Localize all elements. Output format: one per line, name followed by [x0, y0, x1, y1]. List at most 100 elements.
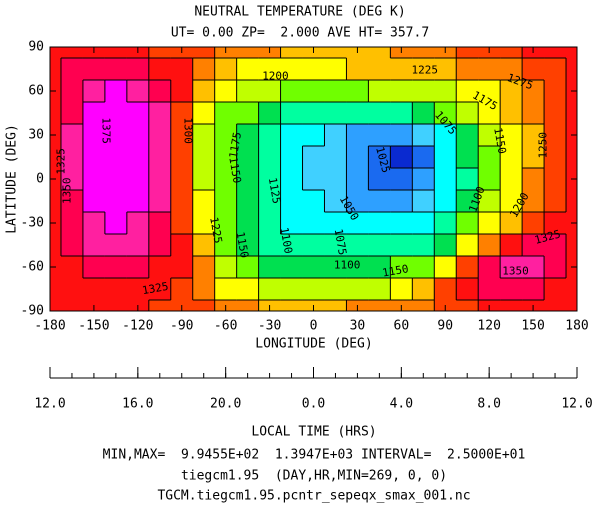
x-tick-label: -60	[214, 319, 237, 334]
cell	[324, 80, 347, 103]
cell	[544, 278, 567, 301]
cell	[148, 212, 172, 235]
x-tick-label: 120	[477, 319, 500, 334]
x-tick-label: 60	[394, 319, 410, 334]
cell	[478, 278, 501, 301]
cell	[258, 234, 282, 257]
cell	[390, 212, 413, 235]
cell	[368, 47, 391, 59]
cell	[50, 102, 62, 125]
cell	[104, 58, 128, 81]
cell	[126, 234, 150, 257]
cell	[544, 80, 567, 103]
cell	[236, 190, 260, 213]
cell	[280, 102, 304, 125]
cell	[148, 300, 172, 312]
cell	[478, 168, 501, 191]
cell	[258, 168, 282, 191]
cell	[346, 80, 369, 103]
cell	[82, 124, 106, 147]
cell	[302, 256, 325, 279]
cell	[170, 190, 194, 213]
cell	[170, 168, 194, 191]
cell	[544, 124, 567, 147]
x-tick-label: 30	[350, 319, 366, 334]
cell	[324, 278, 347, 301]
cell	[368, 234, 391, 257]
cell	[390, 190, 413, 213]
cell	[412, 80, 435, 103]
cell	[148, 102, 172, 125]
cell	[82, 190, 106, 213]
cell	[412, 58, 435, 81]
cell	[434, 190, 457, 213]
note: TGCM.tiegcm1.95.pcntr_sepeqx_smax_001.nc	[157, 489, 470, 504]
cell	[434, 58, 457, 81]
cell	[60, 58, 84, 81]
cell	[544, 190, 567, 213]
contour-label: 1150	[234, 231, 251, 259]
cell	[544, 58, 567, 81]
cell	[434, 146, 457, 169]
x2-tick-label: 0.0	[302, 397, 325, 412]
cell	[368, 212, 391, 235]
cell	[170, 278, 194, 301]
cell	[368, 256, 391, 279]
cell	[500, 146, 523, 169]
cell	[236, 146, 260, 169]
cell	[324, 256, 347, 279]
cell	[280, 234, 304, 257]
cell	[478, 256, 501, 279]
cell	[236, 124, 260, 147]
cell	[544, 300, 567, 312]
cell	[60, 146, 84, 169]
cell	[478, 212, 501, 235]
cell	[434, 234, 457, 257]
contour-label: 1150	[381, 262, 409, 279]
cell	[192, 102, 216, 125]
cell	[500, 234, 523, 257]
cell	[412, 212, 435, 235]
cell	[236, 234, 260, 257]
cell	[302, 124, 325, 147]
cell	[148, 124, 172, 147]
y-tick-label: -60	[21, 260, 44, 275]
cell	[214, 146, 238, 169]
cell	[456, 234, 479, 257]
cell	[412, 102, 435, 125]
cell	[412, 300, 435, 312]
x2-tick-label: 8.0	[477, 397, 500, 412]
cell	[60, 212, 84, 235]
cell	[544, 256, 567, 279]
x-tick-label: 90	[437, 319, 453, 334]
y-tick-label: -90	[21, 304, 44, 319]
cell	[236, 80, 260, 103]
cell	[236, 47, 260, 59]
cell	[368, 190, 391, 213]
cell	[544, 212, 567, 235]
cell	[566, 278, 578, 301]
cell	[346, 190, 369, 213]
cell	[390, 278, 413, 301]
cell	[258, 102, 282, 125]
cell	[236, 58, 260, 81]
cell	[500, 58, 523, 81]
cell	[82, 146, 106, 169]
cell	[456, 146, 479, 169]
cell	[214, 80, 238, 103]
cell	[60, 168, 84, 191]
cell	[566, 190, 578, 213]
cell	[302, 234, 325, 257]
cell	[192, 124, 216, 147]
contour-label: 1100	[277, 226, 294, 254]
cell	[104, 80, 128, 103]
cell	[346, 168, 369, 191]
cell	[126, 102, 150, 125]
chart-subtitle: UT= 0.00 ZP= 2.000 AVE HT= 357.7	[171, 26, 429, 41]
cell	[346, 278, 369, 301]
cell	[126, 256, 150, 279]
cell	[170, 146, 194, 169]
cell	[368, 278, 391, 301]
contour-label: 1075	[332, 228, 349, 256]
x-axis-label: LONGITUDE (DEG)	[255, 337, 372, 352]
